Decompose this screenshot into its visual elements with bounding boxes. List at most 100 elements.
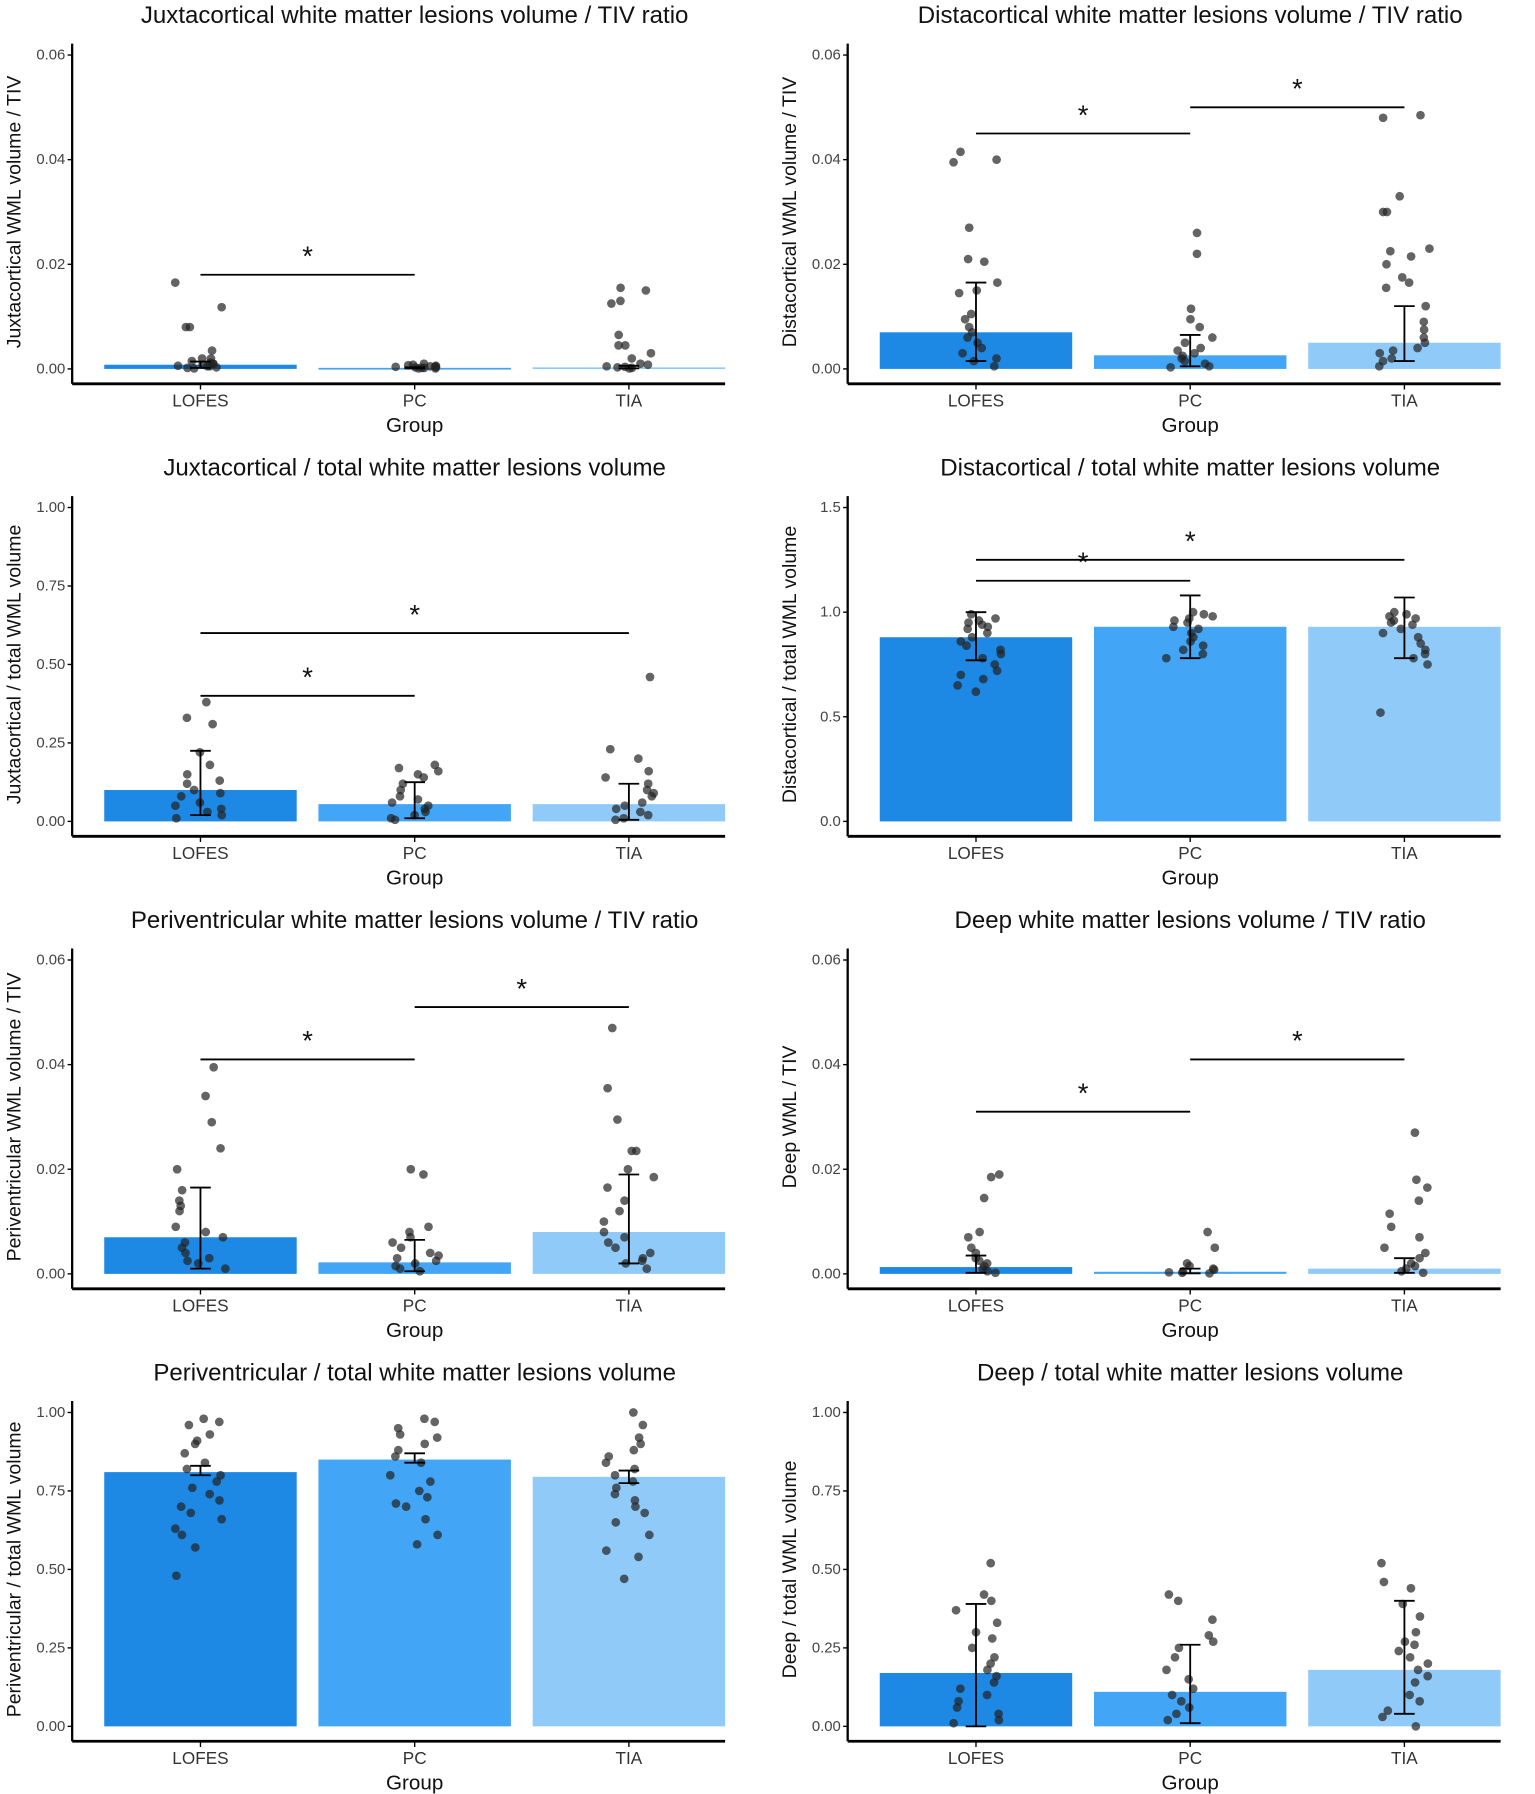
data-point: [615, 1206, 624, 1216]
data-point: [1415, 1612, 1425, 1621]
significance-star: *: [516, 973, 527, 1004]
data-point: [949, 157, 958, 167]
data-point: [956, 670, 966, 680]
data-point: [1378, 1712, 1387, 1722]
data-point: [642, 785, 652, 795]
data-point: [986, 1558, 996, 1568]
data-point: [175, 1206, 184, 1216]
data-point: [176, 791, 186, 801]
significance-star: *: [302, 241, 313, 272]
data-point: [1378, 113, 1388, 123]
y-axis-label: Juxtacortical / total WML volume: [4, 525, 26, 805]
data-point: [1387, 354, 1397, 363]
data-point: [173, 361, 183, 371]
data-point: [207, 1117, 217, 1127]
data-point: [636, 807, 645, 817]
x-tick-label: TIA: [1391, 1296, 1418, 1316]
data-point: [627, 354, 637, 363]
data-point: [1423, 1659, 1433, 1668]
data-point: [1205, 1269, 1214, 1278]
data-point: [964, 223, 974, 233]
data-point: [1169, 622, 1178, 632]
data-point: [643, 360, 653, 370]
data-point: [1411, 1722, 1421, 1731]
y-tick-label: 0.02: [812, 257, 841, 273]
data-point: [649, 1172, 659, 1182]
y-tick-label: 1.5: [820, 500, 841, 516]
y-axis-label: Distacortical WML volume / TIV: [779, 77, 801, 347]
data-point: [630, 1496, 640, 1505]
y-tick-label: 0.00: [36, 361, 65, 377]
data-point: [1406, 1583, 1416, 1593]
data-point: [953, 681, 962, 690]
data-point: [207, 346, 217, 355]
y-tick-label: 0.04: [812, 1057, 841, 1073]
data-point: [599, 1217, 609, 1226]
data-point: [647, 791, 657, 801]
data-point: [1377, 1558, 1386, 1568]
data-point: [628, 1477, 638, 1486]
data-point: [996, 649, 1006, 659]
data-point: [1408, 620, 1417, 630]
y-tick-label: 0.02: [812, 1162, 841, 1178]
x-axis-label: Group: [1162, 866, 1219, 889]
data-point: [387, 798, 397, 807]
data-point: [171, 1571, 181, 1581]
data-point: [623, 1164, 633, 1174]
y-tick-label: 0.02: [36, 1162, 65, 1178]
data-point: [187, 1483, 197, 1493]
data-point: [182, 1464, 192, 1474]
data-point: [605, 744, 615, 754]
data-point: [212, 1477, 222, 1486]
data-point: [218, 1232, 228, 1242]
data-point: [170, 1524, 180, 1533]
data-point: [1402, 609, 1411, 619]
data-point: [1418, 1268, 1428, 1278]
data-point: [629, 1445, 639, 1455]
x-tick-label: TIA: [616, 1296, 643, 1316]
data-point: [611, 815, 620, 825]
data-point: [388, 1238, 397, 1247]
y-tick-label: 0.00: [812, 361, 841, 377]
data-point: [1204, 361, 1214, 371]
data-point: [216, 804, 226, 814]
data-point: [391, 1499, 401, 1508]
data-point: [1184, 1674, 1194, 1684]
data-point: [960, 314, 970, 324]
significance-star: *: [302, 662, 313, 693]
data-point: [1411, 1627, 1421, 1637]
data-point: [395, 1264, 405, 1273]
data-point: [1404, 278, 1414, 287]
x-tick-label: PC: [1178, 1748, 1202, 1768]
data-point: [607, 1023, 617, 1033]
data-point: [1410, 1678, 1420, 1687]
x-axis-label: Group: [386, 1771, 443, 1794]
data-point: [614, 341, 623, 350]
data-point: [1416, 110, 1425, 120]
data-point: [1186, 304, 1196, 314]
chart-title: Distacortical white matter lesions volum…: [918, 2, 1463, 29]
data-point: [425, 1248, 435, 1258]
data-point: [611, 1517, 621, 1527]
significance-star: *: [302, 1025, 313, 1056]
y-tick-label: 0.75: [36, 579, 65, 595]
data-point: [406, 1164, 416, 1174]
data-point: [1386, 1222, 1396, 1232]
data-point: [603, 1183, 612, 1192]
data-point: [202, 697, 211, 707]
data-point: [412, 1539, 422, 1549]
significance-star: *: [1078, 547, 1089, 578]
data-point: [421, 807, 430, 817]
bar-lofes: [104, 1472, 297, 1727]
data-point: [956, 1684, 965, 1694]
data-point: [994, 1170, 1004, 1179]
data-point: [171, 1222, 181, 1232]
x-tick-label: LOFES: [948, 1748, 1004, 1768]
data-point: [1186, 314, 1195, 324]
data-point: [992, 354, 1001, 363]
data-point: [638, 1420, 648, 1430]
data-point: [1386, 618, 1396, 627]
y-tick-label: 0.75: [812, 1484, 841, 1500]
data-point: [1420, 338, 1430, 348]
data-point: [1414, 1196, 1424, 1205]
